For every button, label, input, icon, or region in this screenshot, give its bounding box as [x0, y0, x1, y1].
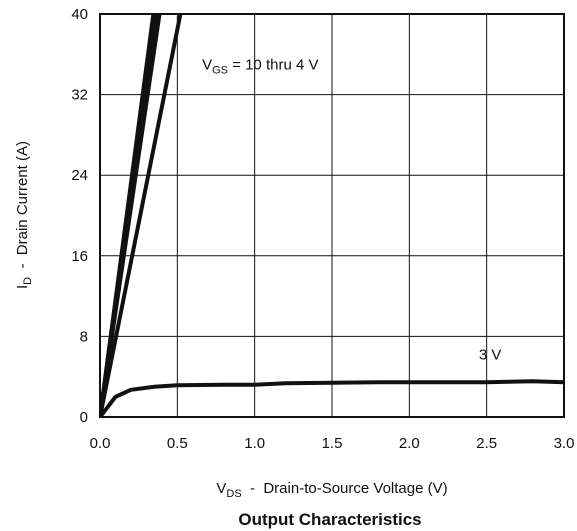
x-tick-label: 3.0: [554, 435, 575, 452]
y-tick-labels: 0 8 16 24 32 40: [71, 6, 88, 426]
x-tick-label: 2.5: [476, 435, 497, 452]
y-tick-label: 32: [71, 87, 88, 104]
plot-frame: [99, 13, 565, 418]
series-line: [100, 14, 183, 417]
x-tick-labels: 0.0 0.5 1.0 1.5 2.0 2.5 3.0: [90, 435, 575, 452]
series-line: [100, 379, 564, 417]
y-tick-label: 40: [71, 6, 88, 23]
annotation-label: VGS = 10 thru 4 V: [202, 56, 318, 76]
x-tick-label: 0.0: [90, 435, 111, 452]
series-line: [100, 14, 162, 417]
y-tick-label: 8: [80, 328, 88, 345]
x-axis-title: VDS - Drain-to-Source Voltage (V): [216, 480, 447, 500]
annotation-label: 3 V: [479, 347, 502, 364]
series-group: [100, 14, 564, 417]
x-tick-label: 2.0: [399, 435, 420, 452]
x-tick-label: 1.5: [322, 435, 343, 452]
grid: [100, 14, 564, 417]
y-tick-label: 0: [80, 409, 88, 426]
y-tick-label: 16: [71, 248, 88, 265]
x-tick-label: 0.5: [167, 435, 188, 452]
chart-title: Output Characteristics: [238, 510, 421, 529]
annotations: VGS = 10 thru 4 V 3 V: [202, 56, 501, 363]
x-tick-label: 1.0: [244, 435, 265, 452]
y-axis-title: ID - Drain Current (A): [14, 141, 34, 289]
y-tick-label: 24: [71, 167, 88, 184]
